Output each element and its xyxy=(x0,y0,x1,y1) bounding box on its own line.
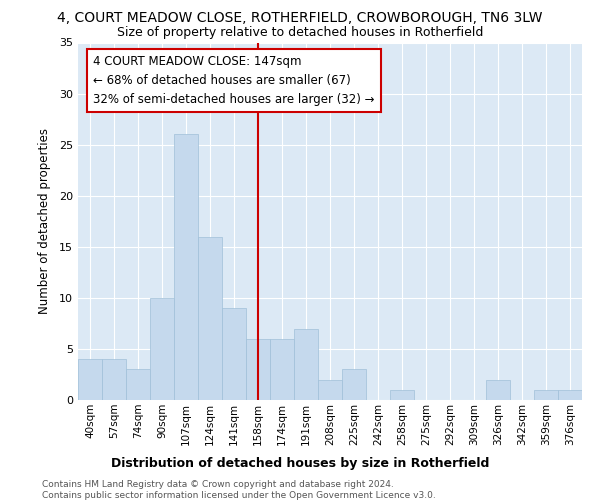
Bar xyxy=(222,308,246,400)
Bar xyxy=(102,359,126,400)
Y-axis label: Number of detached properties: Number of detached properties xyxy=(38,128,50,314)
Bar xyxy=(390,390,414,400)
Bar xyxy=(486,380,510,400)
Bar xyxy=(342,370,366,400)
Text: Contains HM Land Registry data © Crown copyright and database right 2024.: Contains HM Land Registry data © Crown c… xyxy=(42,480,394,489)
Bar xyxy=(318,380,342,400)
Bar xyxy=(174,134,198,400)
Bar xyxy=(78,359,102,400)
Bar xyxy=(246,338,270,400)
Text: 4, COURT MEADOW CLOSE, ROTHERFIELD, CROWBOROUGH, TN6 3LW: 4, COURT MEADOW CLOSE, ROTHERFIELD, CROW… xyxy=(57,11,543,25)
Text: Size of property relative to detached houses in Rotherfield: Size of property relative to detached ho… xyxy=(117,26,483,39)
Bar xyxy=(150,298,174,400)
Bar xyxy=(294,328,318,400)
Bar xyxy=(198,236,222,400)
Bar xyxy=(558,390,582,400)
Bar xyxy=(270,338,294,400)
Text: Contains public sector information licensed under the Open Government Licence v3: Contains public sector information licen… xyxy=(42,491,436,500)
Bar xyxy=(534,390,558,400)
Text: 4 COURT MEADOW CLOSE: 147sqm
← 68% of detached houses are smaller (67)
32% of se: 4 COURT MEADOW CLOSE: 147sqm ← 68% of de… xyxy=(93,55,374,106)
Bar xyxy=(126,370,150,400)
Text: Distribution of detached houses by size in Rotherfield: Distribution of detached houses by size … xyxy=(111,458,489,470)
